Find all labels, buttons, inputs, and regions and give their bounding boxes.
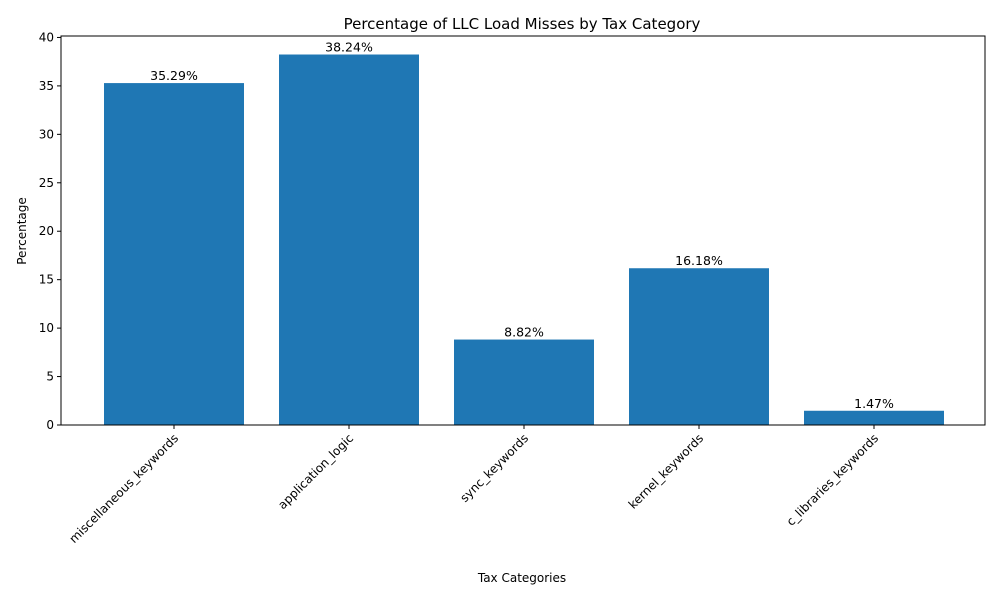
data-label-application_logic: 38.24% [325, 40, 373, 55]
bar-c_libraries_keywords [804, 410, 944, 425]
bars-group: 35.29% 38.24% 8.82% 16.18% 1.47% [104, 40, 944, 426]
data-label-c_libraries_keywords: 1.47% [854, 396, 894, 411]
y-tick-label-25: 25 [39, 176, 54, 190]
chart-title: Percentage of LLC Load Misses by Tax Cat… [344, 15, 701, 33]
y-tick-label-20: 20 [39, 224, 54, 238]
x-tick-label-c_libraries_keywords: c_libraries_keywords [784, 431, 881, 528]
data-label-miscellaneous_keywords: 35.29% [150, 68, 198, 83]
x-tick-label-miscellaneous_keywords: miscellaneous_keywords [66, 431, 181, 546]
y-tick-label-30: 30 [39, 127, 54, 141]
bar-kernel_keywords [629, 268, 769, 425]
bar-application_logic [279, 54, 419, 425]
y-axis-label: Percentage [15, 197, 29, 265]
bar-miscellaneous_keywords [104, 83, 244, 426]
x-tick-label-application_logic: application_logic [275, 431, 356, 512]
y-tick-label-0: 0 [46, 418, 54, 432]
y-axis: 0 5 10 15 20 25 30 35 40 [39, 30, 61, 432]
bar-sync_keywords [454, 339, 594, 425]
x-axis-label: Tax Categories [477, 571, 566, 585]
y-tick-label-15: 15 [39, 273, 54, 287]
y-tick-label-35: 35 [39, 79, 54, 93]
x-tick-label-kernel_keywords: kernel_keywords [626, 431, 706, 511]
x-tick-label-sync_keywords: sync_keywords [457, 431, 531, 505]
y-tick-label-10: 10 [39, 321, 54, 335]
data-label-sync_keywords: 8.82% [504, 325, 544, 340]
x-axis: miscellaneous_keywords application_logic s… [66, 425, 881, 546]
data-label-kernel_keywords: 16.18% [675, 253, 723, 268]
y-tick-label-5: 5 [46, 370, 54, 384]
y-tick-label-40: 40 [39, 30, 54, 44]
plot-frame [60, 35, 986, 426]
